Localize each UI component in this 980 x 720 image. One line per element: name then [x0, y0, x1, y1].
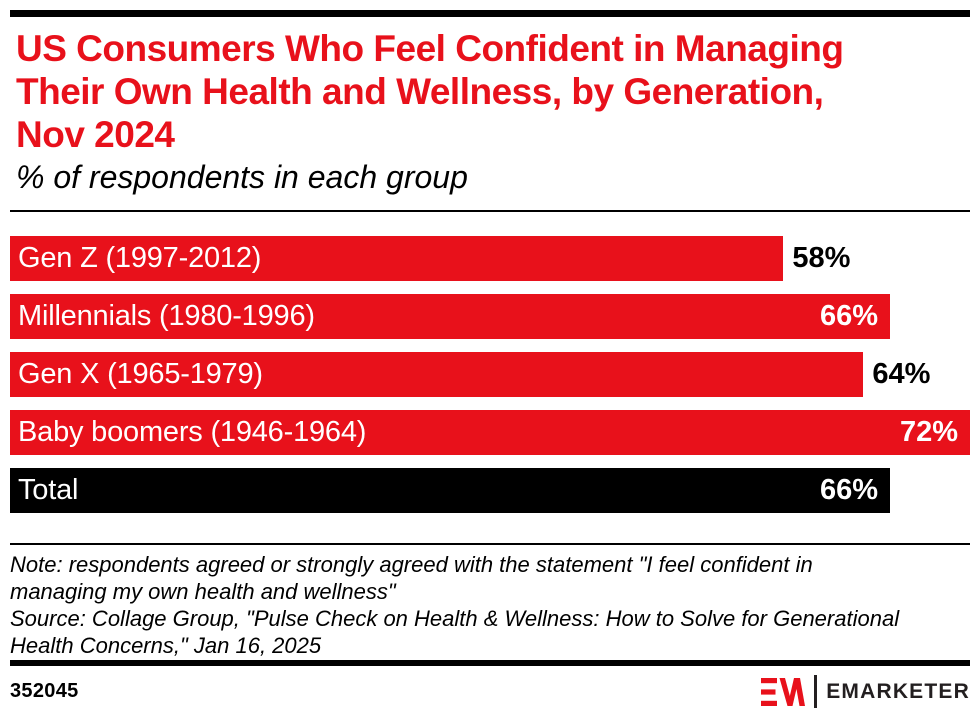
source-text: Source: Collage Group, "Pulse Check on H…: [10, 606, 900, 658]
chart-id: 352045: [10, 680, 79, 702]
bar-chart: Gen Z (1997-2012) 58% Millennials (1980-19…: [10, 236, 970, 513]
bar: Millennials (1980-1996) 66%: [10, 294, 890, 339]
bar: Total 66%: [10, 468, 890, 513]
header-divider-line: [10, 210, 970, 212]
emarketer-logo-icon: [761, 677, 806, 706]
bar-row: Baby boomers (1946-1964) 72%: [10, 410, 970, 455]
footnote-divider-line: [10, 543, 970, 545]
bar-row: Total 66%: [10, 468, 970, 513]
bar-category-label: Baby boomers (1946-1964): [18, 416, 367, 448]
chart-subtitle: % of respondents in each group: [16, 159, 468, 195]
bottom-accent-bar: [10, 660, 970, 666]
bar-value-label: 66%: [819, 300, 878, 332]
bar-row: Gen X (1965-1979) 64%: [10, 352, 970, 397]
chart-title: US Consumers Who Feel Confident in Manag…: [16, 28, 844, 155]
bar-row: Millennials (1980-1996) 66%: [10, 294, 970, 339]
bar-category-label: Total: [18, 474, 79, 506]
brand-logo: EMARKETER: [761, 675, 970, 708]
footer: 352045 EMARKETER: [10, 675, 970, 708]
bar: Gen Z (1997-2012): [10, 236, 784, 281]
brand-wordmark: EMARKETER: [826, 679, 970, 703]
bar: Gen X (1965-1979): [10, 352, 864, 397]
bar-category-label: Gen Z (1997-2012): [18, 242, 262, 274]
bar-value-label: 58%: [792, 242, 851, 274]
bar-value-label: 64%: [872, 358, 931, 390]
bar-category-label: Gen X (1965-1979): [18, 358, 263, 390]
bar: Baby boomers (1946-1964) 72%: [10, 410, 970, 455]
top-accent-bar: [10, 10, 970, 17]
bar-row: Gen Z (1997-2012) 58%: [10, 236, 970, 281]
bar-value-label: 66%: [819, 474, 878, 506]
note-text: Note: respondents agreed or strongly agr…: [10, 552, 813, 604]
logo-divider: [814, 675, 818, 708]
bar-category-label: Millennials (1980-1996): [18, 300, 315, 332]
bar-value-label: 72%: [899, 416, 958, 448]
